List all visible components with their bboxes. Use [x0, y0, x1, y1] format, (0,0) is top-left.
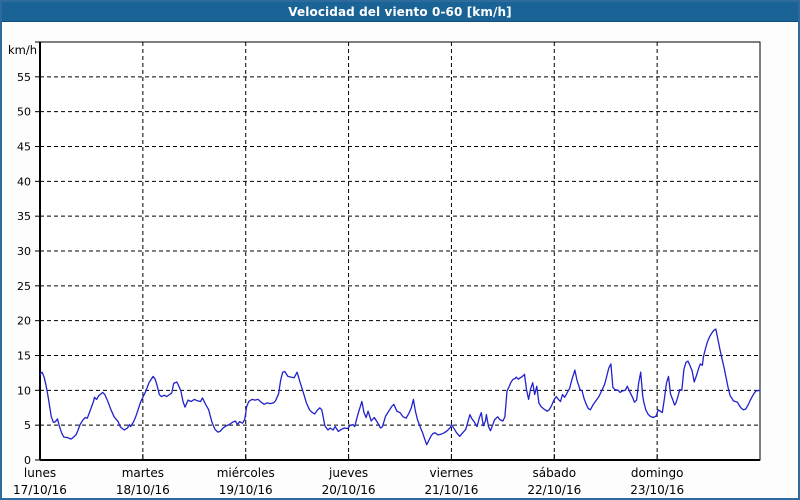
window-title: Velocidad del viento 0-60 [km/h]: [288, 4, 512, 19]
x-date-label: 23/10/16: [630, 483, 684, 497]
y-tick-label: 45: [17, 141, 31, 154]
x-day-label: viernes: [430, 466, 474, 480]
x-day-label: domingo: [631, 466, 684, 480]
y-tick-label: 5: [24, 419, 31, 432]
y-tick-label: 25: [17, 280, 31, 293]
x-day-label: lunes: [24, 466, 56, 480]
y-tick-label: 15: [17, 350, 31, 363]
y-tick-label: 30: [17, 245, 31, 258]
y-axis-unit-label: km/h: [8, 43, 37, 57]
x-day-label: jueves: [328, 466, 368, 480]
y-tick-label: 50: [17, 106, 31, 119]
x-date-label: 19/10/16: [219, 483, 273, 497]
wind-speed-line: [39, 328, 761, 446]
y-tick-label: 20: [17, 315, 31, 328]
x-date-label: 21/10/16: [424, 483, 478, 497]
x-day-label: sábado: [533, 466, 577, 480]
x-date-label: 17/10/16: [13, 483, 67, 497]
x-date-label: 18/10/16: [116, 483, 170, 497]
y-tick-label: 55: [17, 71, 31, 84]
y-tick-label: 10: [17, 384, 31, 397]
y-tick-label: 40: [17, 175, 31, 188]
y-tick-label: 0: [24, 454, 31, 467]
x-day-label: miércoles: [217, 466, 275, 480]
x-date-label: 22/10/16: [527, 483, 581, 497]
y-tick-label: 35: [17, 210, 31, 223]
x-day-label: martes: [122, 466, 164, 480]
x-date-label: 20/10/16: [322, 483, 376, 497]
title-bar: Velocidad del viento 0-60 [km/h]: [2, 2, 798, 22]
